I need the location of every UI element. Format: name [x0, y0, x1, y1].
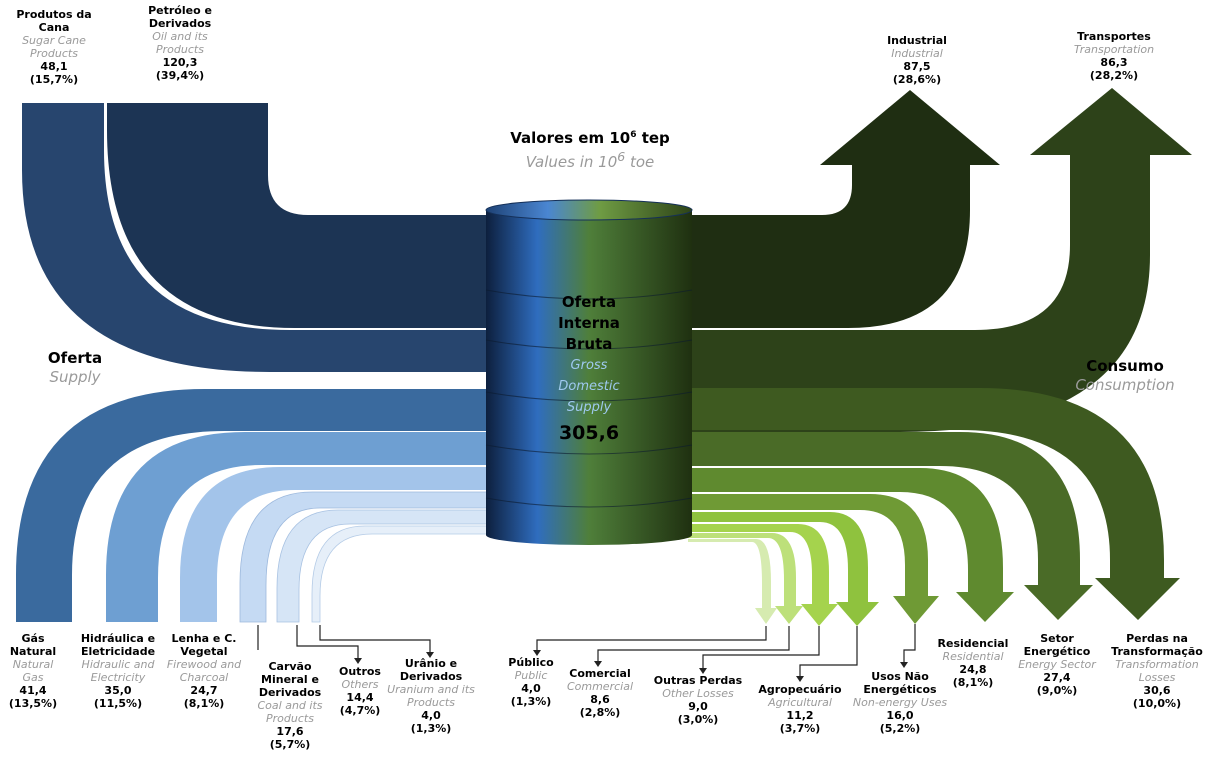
leader-arrowheads — [354, 650, 908, 682]
center-en-line-1: Gross — [570, 358, 608, 373]
flow-transport — [688, 88, 1192, 432]
units-title: Valores em 106 tep — [510, 129, 670, 147]
units-header: Valores em 106 tep Values in 106 toe — [460, 126, 720, 172]
consumption-heading: Consumo Consumption — [1040, 357, 1210, 395]
label-residential: Residencial Residential 24,8 (8,1%) — [937, 637, 1009, 689]
center-pt-line-2: Interna — [558, 314, 620, 332]
label-transformation-losses: Perdas na Transformação Transformation Lo… — [1111, 632, 1203, 710]
central-cylinder — [485, 199, 693, 545]
center-pt-line-1: Oferta — [561, 293, 617, 311]
flow-hydro — [106, 432, 492, 622]
center-en-line-2: Domestic — [558, 379, 620, 394]
flow-commercial — [688, 533, 803, 624]
supply-heading-pt: Oferta — [47, 349, 103, 367]
label-others: Outros Others 14,4 (4,7%) — [339, 665, 381, 717]
consumption-heading-pt: Consumo — [1086, 357, 1164, 375]
flow-uranium — [311, 525, 493, 623]
flow-petroleum — [107, 103, 492, 328]
center-total: 305,6 — [558, 422, 620, 444]
label-petroleum: Petróleo e Derivados Oil and its Products… — [148, 4, 212, 82]
label-transport: Transportes Transportation 86,3 (28,2%) — [1073, 30, 1155, 82]
label-natural-gas: Gás Natural Natural Gas 41,4 (13,5%) — [8, 632, 58, 710]
flow-other-losses — [688, 524, 838, 626]
units-subtitle: Values in 106 toe — [525, 149, 655, 171]
label-hydro: Hidráulica e Eletricidade Hidraulic and E… — [80, 632, 156, 710]
label-non-energy: Usos Não Energéticos Non-energy Uses 16,0(… — [852, 670, 948, 735]
label-agricultural: Agropecuário Agricultural 11,2 (3,7%) — [758, 683, 842, 735]
flow-losses — [688, 388, 1180, 620]
flow-sugar-cane — [22, 103, 492, 372]
center-en-line-3: Supply — [566, 400, 612, 415]
label-energy-sector: Setor Energético Energy Sector 27,4 (9,0%) — [1018, 632, 1096, 697]
flow-public — [688, 539, 777, 624]
label-public: Público Public 4,0 (1,3%) — [508, 656, 554, 708]
label-sugar-cane: Produtos da Cana Sugar Cane Products 48,1(… — [16, 8, 92, 86]
flow-nonenergy — [688, 494, 939, 624]
center-pt-line-3: Bruta — [565, 335, 613, 353]
flow-agricultural — [688, 512, 879, 626]
flow-firewood — [180, 467, 492, 622]
flow-industrial — [688, 90, 1000, 328]
leader-lines — [257, 624, 916, 676]
label-commercial: Comercial Commercial 8,6 (2,8%) — [566, 667, 634, 719]
label-coal: Carvão Mineral e Derivados Coal and its P… — [257, 660, 323, 751]
supply-heading-en: Supply — [49, 368, 101, 386]
center-label: Oferta Interna Bruta Gross Domestic Supp… — [486, 292, 692, 448]
flow-natural-gas — [16, 389, 492, 622]
supply-heading: Oferta Supply — [30, 349, 120, 387]
label-industrial: Industrial Industrial 87,5 (28,6%) — [887, 34, 947, 86]
flow-residential — [688, 468, 1014, 622]
label-firewood: Lenha e C. Vegetal Firewood and Charcoal 2… — [166, 632, 242, 710]
flow-energy — [688, 432, 1093, 620]
label-uranium: Urânio e Derivados Uranium and its Produc… — [387, 657, 475, 735]
label-other-losses: Outras Perdas Other Losses 9,0 (3,0%) — [653, 674, 743, 726]
consumption-heading-en: Consumption — [1075, 376, 1175, 394]
